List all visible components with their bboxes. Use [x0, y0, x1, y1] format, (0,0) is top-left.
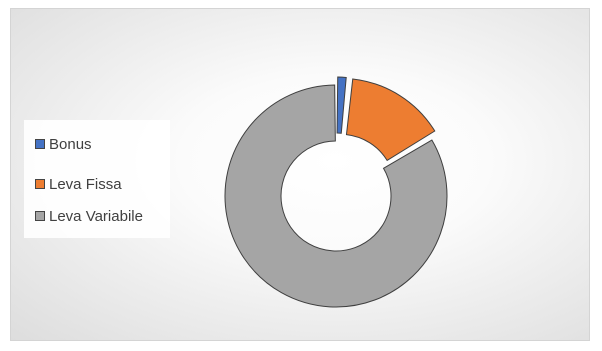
legend-label-bonus: Bonus: [49, 135, 92, 153]
legend-swatch-bonus: [35, 139, 45, 149]
slice-bonus: [336, 76, 347, 134]
legend-item-leva-fissa: Leva Fissa: [35, 174, 122, 194]
slice-leva-variabile: [224, 84, 448, 308]
legend-label-leva-variabile: Leva Variabile: [49, 207, 143, 225]
slice-leva-fissa: [345, 78, 436, 162]
donut-slices: [224, 76, 448, 308]
legend-item-bonus: Bonus: [35, 134, 92, 154]
legend-swatch-leva-variabile: [35, 211, 45, 221]
legend-label-leva-fissa: Leva Fissa: [49, 175, 122, 193]
legend-item-leva-variabile: Leva Variabile: [35, 206, 143, 226]
legend-swatch-leva-fissa: [35, 179, 45, 189]
legend: Bonus Leva Fissa Leva Variabile: [24, 120, 170, 238]
